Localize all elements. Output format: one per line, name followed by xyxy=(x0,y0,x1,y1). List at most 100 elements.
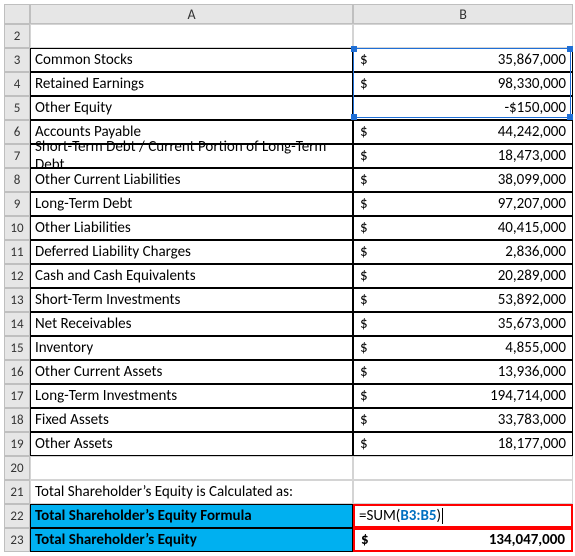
cell-label[interactable]: Cash and Cash Equivalents xyxy=(30,264,353,288)
currency-symbol: $ xyxy=(358,315,368,333)
caption-cell[interactable]: Total Shareholder’s Equity is Calculated… xyxy=(30,480,353,504)
cell-label[interactable]: Short-Term Investments xyxy=(30,288,353,312)
currency-symbol: $ xyxy=(358,75,368,93)
amount: 97,207,000 xyxy=(498,195,568,213)
currency-symbol: $ xyxy=(358,363,368,381)
cell-value[interactable]: $44,242,000 xyxy=(353,120,573,144)
cell-blank[interactable] xyxy=(353,480,573,504)
currency-symbol: $ xyxy=(358,147,368,165)
amount: 18,473,000 xyxy=(498,147,568,165)
cell-label[interactable]: Long-Term Debt xyxy=(30,192,353,216)
corner-header[interactable] xyxy=(4,4,30,24)
amount: 33,783,000 xyxy=(498,411,568,429)
currency-symbol: $ xyxy=(358,387,368,405)
formula-label-cell[interactable]: Total Shareholder’s Equity Formula xyxy=(30,504,353,528)
cell-label[interactable]: Common Stocks xyxy=(30,48,353,72)
currency-symbol: $ xyxy=(358,243,368,261)
cell-value[interactable]: $38,099,000 xyxy=(353,168,573,192)
formula-reference: B3:B5 xyxy=(400,507,436,525)
row-header[interactable]: 14 xyxy=(4,312,30,336)
col-header-B[interactable]: B xyxy=(353,4,573,24)
row-header[interactable]: 11 xyxy=(4,240,30,264)
cell-label[interactable]: Short-Term Debt / Current Portion of Lon… xyxy=(30,144,353,168)
formula-cell[interactable]: =SUM(B3:B5) xyxy=(353,504,573,528)
cell-value[interactable]: $98,330,000 xyxy=(353,72,573,96)
row-header[interactable]: 10 xyxy=(4,216,30,240)
cell-value[interactable]: $18,473,000 xyxy=(353,144,573,168)
cell-value[interactable]: $53,892,000 xyxy=(353,288,573,312)
text-caret xyxy=(442,508,443,524)
row-header[interactable]: 12 xyxy=(4,264,30,288)
cell-value[interactable]: $2,836,000 xyxy=(353,240,573,264)
row-header[interactable]: 15 xyxy=(4,336,30,360)
formula-prefix: =SUM( xyxy=(359,507,400,525)
row-header[interactable]: 19 xyxy=(4,432,30,456)
amount: 4,855,000 xyxy=(505,339,568,357)
currency-symbol: $ xyxy=(358,411,368,429)
row-header[interactable]: 8 xyxy=(4,168,30,192)
amount: 53,892,000 xyxy=(498,291,568,309)
cell-value[interactable]: $18,177,000 xyxy=(353,432,573,456)
currency-symbol: $ xyxy=(358,51,368,69)
row-header[interactable]: 9 xyxy=(4,192,30,216)
amount: 40,415,000 xyxy=(498,219,568,237)
currency-symbol: $ xyxy=(358,219,368,237)
currency-symbol: $ xyxy=(358,339,368,357)
col-header-A[interactable]: A xyxy=(30,4,353,24)
currency-symbol: $ xyxy=(358,171,368,189)
cell-label[interactable]: Fixed Assets xyxy=(30,408,353,432)
cell-blank[interactable] xyxy=(30,456,353,480)
spreadsheet-grid[interactable]: A B 23Common Stocks$35,867,0004Retained … xyxy=(4,4,573,552)
cell-label[interactable]: Inventory xyxy=(30,336,353,360)
cell-label[interactable]: Net Receivables xyxy=(30,312,353,336)
cell-label[interactable]: Other Liabilities xyxy=(30,216,353,240)
cell-label[interactable]: Deferred Liability Charges xyxy=(30,240,353,264)
cell-value[interactable]: $4,855,000 xyxy=(353,336,573,360)
cell-blank[interactable] xyxy=(30,24,353,48)
row-header[interactable]: 6 xyxy=(4,120,30,144)
cell-value[interactable]: $20,289,000 xyxy=(353,264,573,288)
row-header[interactable]: 22 xyxy=(4,504,30,528)
row-header[interactable]: 2 xyxy=(4,24,30,48)
cell-label[interactable]: Other Equity xyxy=(30,96,353,120)
cell-blank[interactable] xyxy=(353,456,573,480)
cell-blank[interactable] xyxy=(353,24,573,48)
row-header[interactable]: 21 xyxy=(4,480,30,504)
row-header[interactable]: 17 xyxy=(4,384,30,408)
row-header[interactable]: 23 xyxy=(4,528,30,552)
amount: 134,047,000 xyxy=(489,531,567,549)
row-header[interactable]: 7 xyxy=(4,144,30,168)
cell-value[interactable]: $194,714,000 xyxy=(353,384,573,408)
cell-value[interactable]: $13,936,000 xyxy=(353,360,573,384)
result-value-cell[interactable]: $134,047,000 xyxy=(353,528,573,552)
row-header[interactable]: 20 xyxy=(4,456,30,480)
amount: 98,330,000 xyxy=(498,75,568,93)
row-header[interactable]: 3 xyxy=(4,48,30,72)
row-header[interactable]: 16 xyxy=(4,360,30,384)
cell-value[interactable]: $35,867,000 xyxy=(353,48,573,72)
currency-symbol: $ xyxy=(358,435,368,453)
amount: 38,099,000 xyxy=(498,171,568,189)
result-label-cell[interactable]: Total Shareholder’s Equity xyxy=(30,528,353,552)
cell-value[interactable]: $33,783,000 xyxy=(353,408,573,432)
row-header[interactable]: 4 xyxy=(4,72,30,96)
cell-value[interactable]: $40,415,000 xyxy=(353,216,573,240)
currency-symbol: $ xyxy=(359,531,369,549)
row-header[interactable]: 13 xyxy=(4,288,30,312)
amount: 13,936,000 xyxy=(498,363,568,381)
cell-value[interactable]: $35,673,000 xyxy=(353,312,573,336)
cell-label[interactable]: Other Assets xyxy=(30,432,353,456)
row-header[interactable]: 18 xyxy=(4,408,30,432)
cell-label[interactable]: Other Current Liabilities xyxy=(30,168,353,192)
currency-symbol: $ xyxy=(358,267,368,285)
cell-value-negative[interactable]: -$150,000 xyxy=(353,96,573,120)
amount: 2,836,000 xyxy=(505,243,568,261)
cell-label[interactable]: Other Current Assets xyxy=(30,360,353,384)
amount: 18,177,000 xyxy=(498,435,568,453)
currency-symbol: $ xyxy=(358,195,368,213)
cell-label[interactable]: Long-Term Investments xyxy=(30,384,353,408)
amount: 44,242,000 xyxy=(498,123,568,141)
cell-value[interactable]: $97,207,000 xyxy=(353,192,573,216)
cell-label[interactable]: Retained Earnings xyxy=(30,72,353,96)
row-header[interactable]: 5 xyxy=(4,96,30,120)
